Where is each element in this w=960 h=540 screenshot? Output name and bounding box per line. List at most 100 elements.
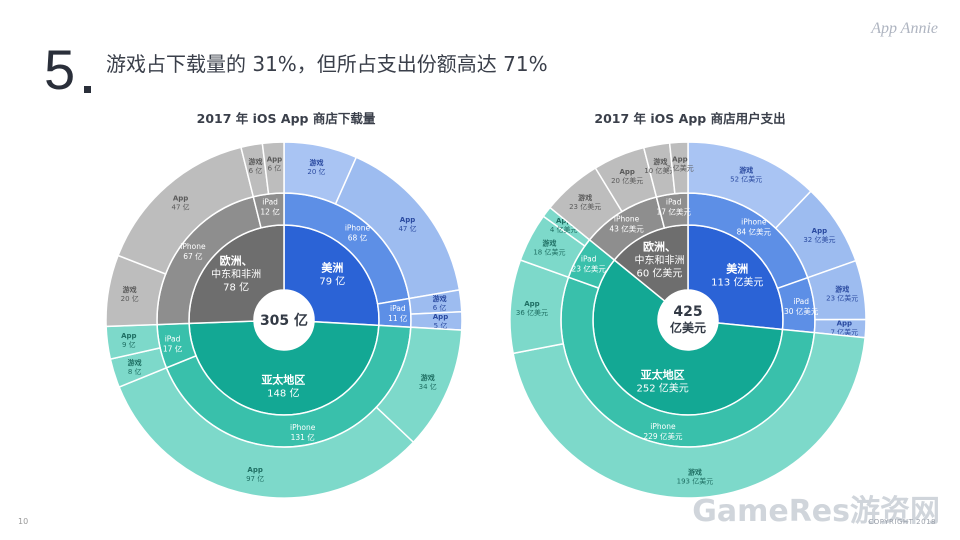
device-emea-iphone-label-line: 43 亿美元 <box>609 224 644 234</box>
type-americas-iphone-games-label-line: 游戏 <box>739 166 753 175</box>
type-americas-ipad-app-label-line: 5 亿 <box>434 321 448 330</box>
type-americas-ipad-games-label-line: 游戏 <box>433 294 447 303</box>
region-americas-label-line: 79 亿 <box>319 274 345 287</box>
device-apac-iphone-label-line: 131 亿 <box>291 432 316 442</box>
region-apac-label-line: 252 亿美元 <box>636 381 688 394</box>
type-americas-ipad-app-label-line: 7 亿美元 <box>830 328 858 337</box>
type-americas-ipad-games-label-line: 23 亿美元 <box>826 293 858 302</box>
region-emea-label-line: 中东和非洲 <box>634 253 684 266</box>
device-americas-ipad-label-line: iPad <box>793 297 809 306</box>
device-americas-iphone-label-line: iPhone <box>345 223 371 232</box>
device-americas-ipad-label-line: iPad <box>390 304 406 313</box>
device-americas-iphone-label-line: 84 亿美元 <box>737 227 772 237</box>
type-apac-ipad-app-label-line: 9 亿 <box>122 340 136 349</box>
type-emea-ipad-games-label: 游戏6 亿 <box>249 157 263 175</box>
type-emea-iphone-app-label-line: App <box>173 195 188 203</box>
page-number: 10 <box>18 517 29 526</box>
type-emea-ipad-games-label-line: 6 亿 <box>249 166 263 175</box>
device-apac-ipad-label-line: iPad <box>581 255 597 264</box>
region-americas-label-line: 113 亿美元 <box>711 275 763 288</box>
center-hole <box>254 290 314 350</box>
type-emea-ipad-games-label-line: 游戏 <box>653 157 667 166</box>
region-emea-label-line: 欧洲、 <box>643 239 676 253</box>
type-apac-iphone-app-label-line: 36 亿美元 <box>516 308 548 317</box>
type-emea-iphone-games-label-line: 游戏 <box>578 193 592 202</box>
type-emea-iphone-app-label-line: 20 亿美元 <box>611 176 643 185</box>
region-emea-label-line: 60 亿美元 <box>637 266 683 279</box>
device-americas-iphone-label-line: 68 亿 <box>348 232 368 242</box>
center-hole <box>658 290 718 350</box>
type-americas-iphone-app-label-line: App <box>400 216 415 224</box>
slide-number: 5 <box>44 38 76 101</box>
type-apac-iphone-games-label-line: 游戏 <box>421 373 435 382</box>
type-apac-iphone-games-slice <box>512 331 866 499</box>
type-emea-iphone-games-label-line: 23 亿美元 <box>569 202 601 211</box>
type-emea-ipad-app-slice <box>668 141 689 195</box>
slide-number-dot <box>84 86 91 93</box>
spending-chart-title: 2017 年 iOS App 商店用户支出 <box>594 111 786 126</box>
type-apac-iphone-games-label-line: 193 亿美元 <box>677 476 714 485</box>
type-americas-iphone-games-label-line: 20 亿 <box>307 167 325 176</box>
device-emea-ipad-label-line: 17 亿美元 <box>656 207 691 217</box>
device-emea-ipad-label-line: iPad <box>666 198 682 207</box>
type-apac-ipad-games-label-line: 游戏 <box>128 358 142 367</box>
type-emea-iphone-app-label-line: App <box>619 168 634 176</box>
type-apac-ipad-app-label-line: App <box>556 217 571 225</box>
type-emea-ipad-app-label-line: 6 亿 <box>268 164 282 173</box>
type-apac-ipad-games-label: 游戏8 亿 <box>128 358 142 376</box>
region-emea-label-line: 欧洲、 <box>220 253 253 267</box>
center-total-label-line: 亿美元 <box>670 320 706 335</box>
type-apac-iphone-app-label-line: App <box>524 300 539 308</box>
type-emea-iphone-games-label-line: 20 亿 <box>121 294 139 303</box>
type-americas-ipad-app-label-line: App <box>433 313 448 321</box>
region-apac-label-line: 亚太地区 <box>261 372 305 386</box>
device-americas-iphone-label-line: iPhone <box>741 218 767 227</box>
device-apac-ipad-label-line: 17 亿 <box>163 344 183 354</box>
type-emea-ipad-app-slice <box>261 141 285 195</box>
type-americas-iphone-games-label-line: 游戏 <box>309 158 323 167</box>
type-emea-iphone-app-label-line: 47 亿 <box>171 203 189 212</box>
device-emea-ipad-label-line: iPad <box>262 197 278 206</box>
device-emea-iphone-label-line: iPhone <box>614 215 640 224</box>
type-americas-iphone-app-label-line: 47 亿 <box>398 224 416 233</box>
device-emea-iphone-label-line: iPhone <box>180 242 206 251</box>
region-americas-label-line: 美洲 <box>321 260 343 274</box>
type-apac-ipad-games-label-line: 游戏 <box>542 238 556 247</box>
type-americas-ipad-games-label-line: 游戏 <box>835 284 849 293</box>
center-total-label-line: 425 <box>673 304 702 320</box>
device-americas-ipad-label-line: 11 亿 <box>388 313 408 323</box>
region-emea-label-line: 中东和非洲 <box>211 267 261 280</box>
type-emea-ipad-app-label-line: 7 亿美元 <box>666 164 694 173</box>
type-apac-iphone-app-label-line: 97 亿 <box>246 474 264 483</box>
type-americas-iphone-app-label-line: 32 亿美元 <box>803 235 835 244</box>
type-apac-iphone-app-label-line: App <box>247 466 262 474</box>
copyright: COPYRIGHT 2018 <box>868 518 936 526</box>
device-apac-iphone-label-line: iPhone <box>290 423 316 432</box>
